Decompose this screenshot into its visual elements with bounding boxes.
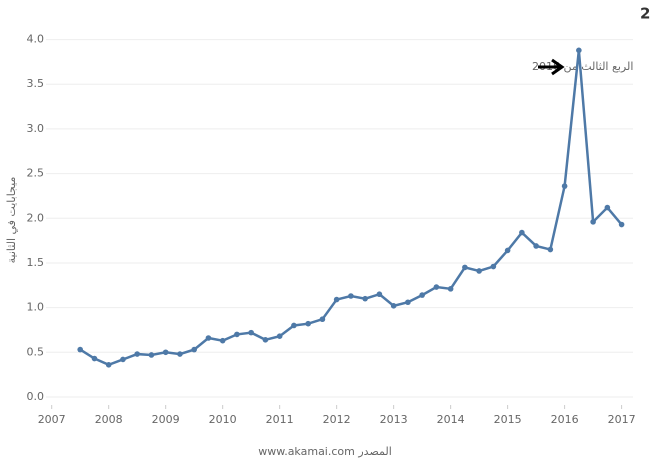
point <box>462 264 468 271</box>
point <box>390 303 397 309</box>
y-axis-label: ميجابايت في الثانية <box>5 177 18 264</box>
point <box>262 336 269 343</box>
point <box>305 320 311 327</box>
x-tick-label: 2010 <box>209 413 237 426</box>
line <box>79 50 623 367</box>
point <box>219 337 226 344</box>
source: www.akamai.com المصدر <box>258 445 392 458</box>
y-tick-label: 1.0 <box>27 301 45 314</box>
point <box>248 329 254 336</box>
y-tick-label: 1.5 <box>27 256 45 269</box>
point <box>433 284 440 290</box>
x-tick-label: 2016 <box>551 413 579 426</box>
point <box>561 183 568 189</box>
x-tick-label: 2008 <box>95 413 123 426</box>
point <box>120 356 126 363</box>
point <box>234 331 240 338</box>
point <box>476 268 482 274</box>
annotation-arrow <box>538 58 565 76</box>
x-tick-label: 2015 <box>494 413 522 426</box>
point <box>604 204 611 211</box>
point <box>348 293 354 299</box>
chart-title: متوسط سرعة الإنترنت في مصر عبر أعوام الر… <box>640 4 650 23</box>
y-tick-label: 0.5 <box>27 345 45 358</box>
point <box>276 333 283 340</box>
point <box>576 47 582 54</box>
point <box>376 291 383 298</box>
y-tick-label: 3.5 <box>27 77 45 90</box>
point <box>91 355 98 362</box>
point <box>547 246 554 253</box>
point <box>205 335 212 341</box>
x-tick-label: 2007 <box>38 413 66 426</box>
point <box>291 322 297 329</box>
point <box>447 286 454 292</box>
point <box>333 296 340 303</box>
point <box>134 351 140 357</box>
point <box>191 346 197 353</box>
y-tick-label: 3.0 <box>27 122 45 135</box>
x-tick-label: 2012 <box>323 413 351 426</box>
point <box>590 219 596 225</box>
x-tick-label: 2013 <box>380 413 408 426</box>
y-tick-label: 2.5 <box>27 167 45 180</box>
point <box>77 346 83 353</box>
y-tick-label: 0.0 <box>27 390 45 403</box>
point <box>405 299 411 306</box>
point <box>105 361 112 368</box>
point <box>362 295 368 302</box>
x-tick-label: 2011 <box>266 413 294 426</box>
y-tick-label: 4.0 <box>27 33 45 46</box>
point <box>419 292 425 298</box>
point <box>319 316 326 323</box>
point <box>618 221 625 228</box>
x-tick-label: 2014 <box>437 413 465 426</box>
point <box>533 243 539 249</box>
point <box>519 229 525 236</box>
point <box>490 263 497 270</box>
point <box>504 247 511 254</box>
point <box>148 352 155 358</box>
point <box>162 349 169 356</box>
y-tick-label: 2.0 <box>27 211 45 224</box>
x-tick-label: 2017 <box>608 413 636 426</box>
point <box>177 351 183 357</box>
x-tick-label: 2009 <box>152 413 180 426</box>
